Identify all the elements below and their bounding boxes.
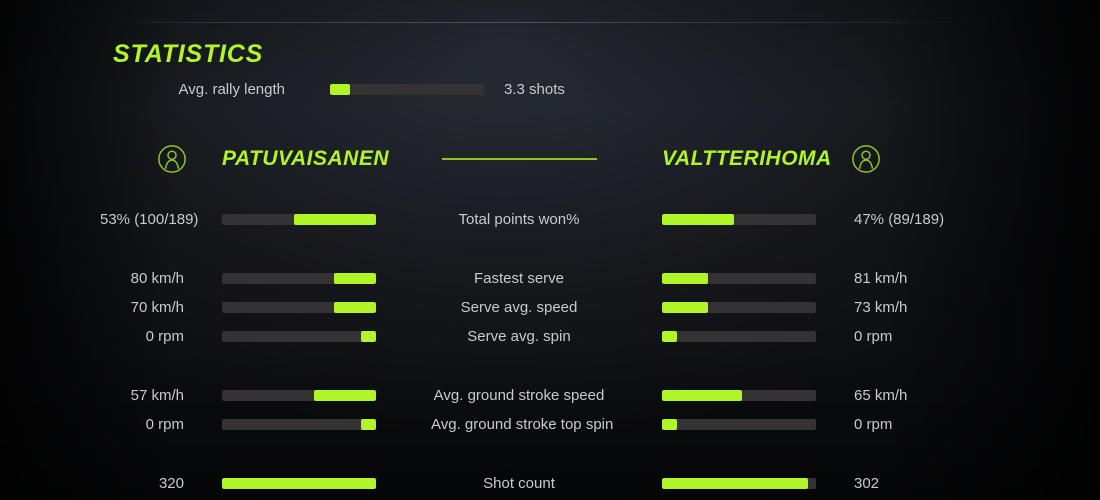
avatar-right[interactable]	[816, 144, 938, 174]
bar-track	[662, 330, 816, 342]
stat-value-right-serve-avg-spin: 0 rpm	[854, 327, 893, 345]
bar-track	[662, 213, 816, 225]
stat-bar-right-avg-ground-stroke-top-spin	[662, 418, 816, 430]
players-center-divider	[441, 158, 597, 160]
bar-track	[662, 477, 816, 489]
player-name-right: VALTTERIHOMA	[662, 147, 832, 170]
bar-fill	[334, 301, 376, 313]
page-title: STATISTICS	[113, 40, 264, 68]
stat-bar-right-total-points-won	[662, 213, 816, 225]
bar-fill	[360, 330, 376, 342]
stat-value-left-fastest-serve: 80 km/h	[130, 269, 184, 287]
stat-value-right-shot-count: 302	[854, 474, 880, 492]
players-center-divider-cell	[431, 158, 607, 160]
person-avatar-icon	[158, 145, 186, 173]
bar-fill	[334, 272, 376, 284]
stat-label-avg-ground-stroke-speed: Avg. ground stroke speed	[433, 386, 605, 404]
stat-value-right-fastest-serve: 81 km/h	[854, 269, 908, 287]
stat-bar-right-shot-count	[662, 477, 816, 489]
bar-track	[222, 389, 376, 401]
bar-fill	[294, 213, 376, 225]
stat-label-serve-avg-speed: Serve avg. speed	[460, 298, 578, 316]
stat-value-right-avg-ground-stroke-speed: 65 km/h	[854, 386, 908, 404]
person-avatar-icon	[852, 145, 880, 173]
stat-bar-left-shot-count	[222, 477, 376, 489]
bar-fill	[330, 83, 351, 95]
stat-row-fastest-serve: 80 km/h Fastest serve 81 km/h	[0, 267, 1100, 289]
stat-row-avg-ground-stroke-speed: 57 km/h Avg. ground stroke speed 65 km/h	[0, 384, 1100, 406]
player-name-left: PATUVAISANEN	[222, 147, 390, 170]
stat-row-avg-ground-stroke-top-spin: 0 rpm Avg. ground stroke top spin 0 rpm	[0, 413, 1100, 435]
bar-track	[662, 301, 816, 313]
stat-value-right-serve-avg-speed: 73 km/h	[854, 298, 908, 316]
avatar-left[interactable]	[100, 144, 222, 174]
bar-fill	[222, 477, 376, 489]
stat-value-left-total-points-won: 53% (100/189)	[100, 210, 199, 228]
stat-bar-left-fastest-serve	[222, 272, 376, 284]
stat-bar-left-avg-ground-stroke-speed	[222, 389, 376, 401]
stat-label-shot-count: Shot count	[483, 474, 555, 492]
bar-track	[662, 418, 816, 430]
stat-value-left-shot-count: 320	[158, 474, 184, 492]
stat-value-right-total-points-won: 47% (89/189)	[854, 210, 945, 228]
bar-track	[222, 272, 376, 284]
stat-bar-left-serve-avg-speed	[222, 301, 376, 313]
stat-row-serve-avg-spin: 0 rpm Serve avg. spin 0 rpm	[0, 325, 1100, 347]
stat-bar-right-serve-avg-spin	[662, 330, 816, 342]
bar-track	[662, 272, 816, 284]
bar-fill	[662, 301, 709, 313]
stat-label-avg-rally-length: Avg. rally length	[178, 80, 285, 98]
stat-value-left-avg-ground-stroke-speed: 57 km/h	[130, 386, 184, 404]
bar-fill	[662, 418, 678, 430]
bar-fill	[662, 477, 809, 489]
bar-track	[222, 330, 376, 342]
stat-bar-right-serve-avg-speed	[662, 301, 816, 313]
bar-fill	[662, 213, 735, 225]
stat-value-left-avg-ground-stroke-top-spin: 0 rpm	[145, 415, 184, 433]
top-divider	[110, 22, 990, 23]
bar-fill	[314, 389, 376, 401]
bar-fill	[360, 418, 376, 430]
players-header: PATUVAISANEN VALTTERIHOMA	[0, 140, 1100, 178]
stat-row-serve-avg-speed: 70 km/h Serve avg. speed 73 km/h	[0, 296, 1100, 318]
bar-fill	[662, 330, 678, 342]
stat-value-left-serve-avg-speed: 70 km/h	[130, 298, 184, 316]
stat-label-serve-avg-spin: Serve avg. spin	[467, 327, 571, 345]
bar-track	[662, 389, 816, 401]
bar-fill	[662, 389, 743, 401]
stat-value-left-serve-avg-spin: 0 rpm	[145, 327, 184, 345]
stat-bar-left-avg-ground-stroke-top-spin	[222, 418, 376, 430]
stat-bar-left-total-points-won	[222, 213, 376, 225]
bar-track	[222, 301, 376, 313]
stat-row-shot-count: 320 Shot count 302	[0, 472, 1100, 494]
stat-label-avg-ground-stroke-top-spin: Avg. ground stroke top spin	[431, 415, 614, 433]
stat-bar-right-avg-ground-stroke-speed	[662, 389, 816, 401]
stat-bar-right-fastest-serve	[662, 272, 816, 284]
stat-value-avg-rally-length: 3.3 shots	[504, 80, 565, 98]
stat-bar-avg-rally-length	[330, 83, 484, 95]
stat-row-total-points-won: 53% (100/189) Total points won% 47% (89/18…	[0, 208, 1100, 230]
bar-track	[222, 418, 376, 430]
bar-track	[222, 477, 376, 489]
stat-row-avg-rally-length: Avg. rally length 3.3 shots	[0, 78, 1100, 100]
bar-track	[330, 83, 484, 95]
stat-label-fastest-serve: Fastest serve	[473, 269, 565, 287]
bar-track	[222, 213, 376, 225]
stat-bar-left-serve-avg-spin	[222, 330, 376, 342]
stat-label-total-points-won: Total points won%	[458, 210, 580, 228]
stat-value-right-avg-ground-stroke-top-spin: 0 rpm	[854, 415, 893, 433]
bar-fill	[662, 272, 709, 284]
